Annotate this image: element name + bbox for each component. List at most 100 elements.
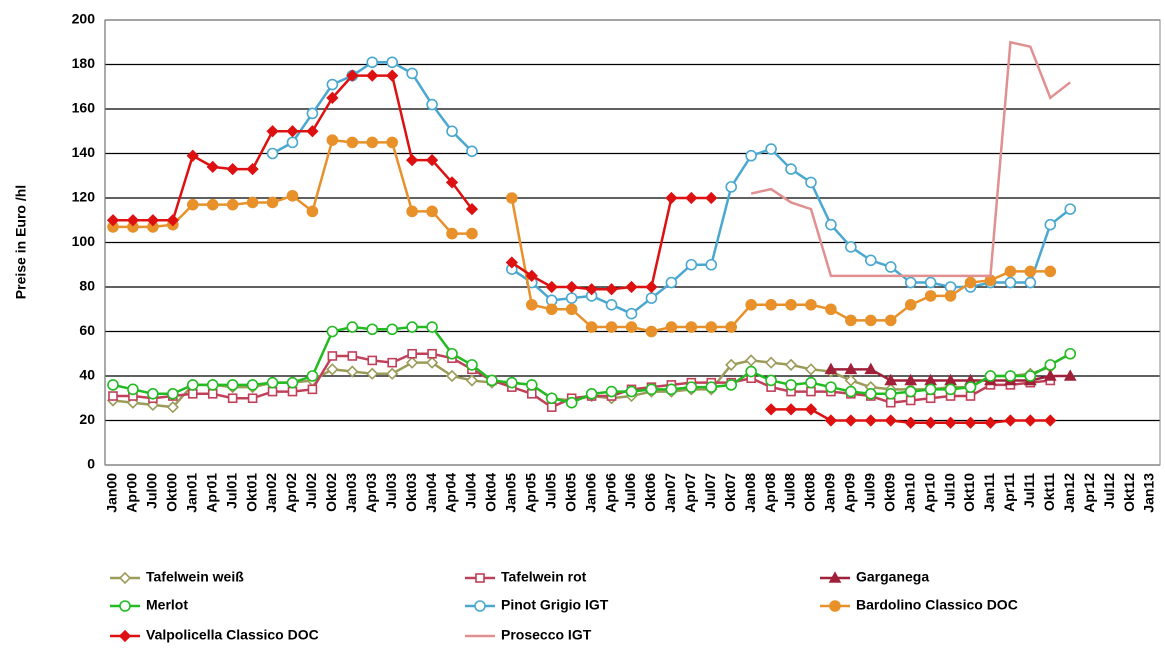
point-marker xyxy=(705,258,718,271)
point-marker xyxy=(406,321,418,333)
point-marker xyxy=(326,325,339,338)
point-marker xyxy=(845,385,857,398)
point-marker xyxy=(825,303,837,316)
point-marker xyxy=(306,125,319,138)
point-marker xyxy=(167,387,179,400)
point-marker xyxy=(585,321,598,333)
x-tick-label: Jul08 xyxy=(782,473,798,509)
point-marker xyxy=(226,379,239,391)
point-marker xyxy=(804,363,818,376)
point-marker xyxy=(207,388,218,399)
x-tick-label: Okt10 xyxy=(961,473,977,512)
point-marker xyxy=(426,321,438,333)
point-marker xyxy=(685,381,698,393)
point-marker xyxy=(446,125,458,138)
point-marker xyxy=(386,136,398,149)
x-tick-label: Okt07 xyxy=(722,473,738,512)
x-tick-label: Jan09 xyxy=(822,473,838,513)
x-tick-label: Apr07 xyxy=(682,473,698,513)
point-marker xyxy=(605,385,618,398)
point-marker xyxy=(186,149,199,162)
legend-marker xyxy=(828,571,842,583)
point-marker xyxy=(924,276,937,289)
x-tick-label: Jan03 xyxy=(343,473,359,513)
x-tick-label: Okt11 xyxy=(1041,473,1057,511)
point-marker xyxy=(745,298,757,311)
point-marker xyxy=(984,370,997,382)
point-marker xyxy=(665,191,678,205)
point-marker xyxy=(326,363,339,376)
x-tick-label: Okt06 xyxy=(642,473,658,512)
point-marker xyxy=(845,241,857,253)
x-tick-label: Jul09 xyxy=(862,473,878,509)
point-marker xyxy=(944,416,957,429)
point-marker xyxy=(425,154,439,167)
point-marker xyxy=(964,416,977,429)
point-marker xyxy=(625,385,638,398)
point-marker xyxy=(546,402,557,412)
x-tick-label: Jan00 xyxy=(104,473,120,513)
point-marker xyxy=(166,401,179,414)
point-marker xyxy=(427,348,437,359)
point-marker xyxy=(984,416,997,429)
point-marker xyxy=(705,381,718,393)
point-marker xyxy=(804,403,818,416)
point-marker xyxy=(904,373,918,386)
point-marker xyxy=(904,298,917,311)
point-marker xyxy=(1024,276,1037,289)
legend-marker xyxy=(475,573,485,583)
point-marker xyxy=(186,379,199,391)
point-marker xyxy=(407,348,417,359)
x-tick-label: Okt08 xyxy=(802,473,818,512)
x-tick-label: Apr08 xyxy=(762,473,778,513)
point-marker xyxy=(465,202,479,216)
point-marker xyxy=(565,303,578,316)
point-marker xyxy=(326,91,339,105)
point-marker xyxy=(605,321,618,333)
point-marker xyxy=(426,98,438,111)
x-tick-label: Jul00 xyxy=(144,473,160,509)
point-marker xyxy=(146,214,160,227)
point-marker xyxy=(805,298,817,311)
legend-label: Merlot xyxy=(146,597,188,613)
x-tick-label: Apr00 xyxy=(124,473,140,513)
point-marker xyxy=(267,386,278,397)
point-marker xyxy=(386,69,399,82)
x-tick-label: Apr02 xyxy=(283,473,299,513)
point-marker xyxy=(346,365,359,378)
point-marker xyxy=(446,227,458,240)
point-marker xyxy=(246,379,259,391)
point-marker xyxy=(545,392,558,405)
point-marker xyxy=(306,370,319,382)
point-marker xyxy=(1044,218,1057,231)
point-marker xyxy=(625,280,638,294)
point-marker xyxy=(186,198,199,211)
point-marker xyxy=(824,362,838,375)
x-tick-label: Jan13 xyxy=(1141,473,1157,513)
y-axis-title: Preise in Euro /hl xyxy=(13,185,29,299)
x-tick-label: Jan10 xyxy=(901,473,917,513)
point-marker xyxy=(825,381,837,393)
point-marker xyxy=(1004,276,1017,289)
point-marker xyxy=(545,280,558,294)
legend-label: Garganega xyxy=(856,569,929,585)
point-marker xyxy=(1043,369,1057,381)
point-marker xyxy=(865,387,877,400)
y-tick-label: 200 xyxy=(72,11,96,27)
x-tick-label: Jan05 xyxy=(503,473,519,513)
point-marker xyxy=(785,379,797,391)
x-tick-label: Okt05 xyxy=(562,473,578,512)
legend-label: Bardolino Classico DOC xyxy=(856,597,1018,613)
point-marker xyxy=(625,321,638,333)
y-tick-label: 120 xyxy=(72,189,96,205)
point-marker xyxy=(605,283,618,296)
series-line xyxy=(750,40,1071,278)
point-marker xyxy=(505,256,518,269)
point-marker xyxy=(206,379,219,391)
point-marker xyxy=(286,189,299,202)
point-marker xyxy=(1024,414,1037,427)
point-marker xyxy=(844,362,858,375)
point-marker xyxy=(784,358,798,372)
point-marker xyxy=(685,191,698,205)
point-marker xyxy=(525,269,538,283)
